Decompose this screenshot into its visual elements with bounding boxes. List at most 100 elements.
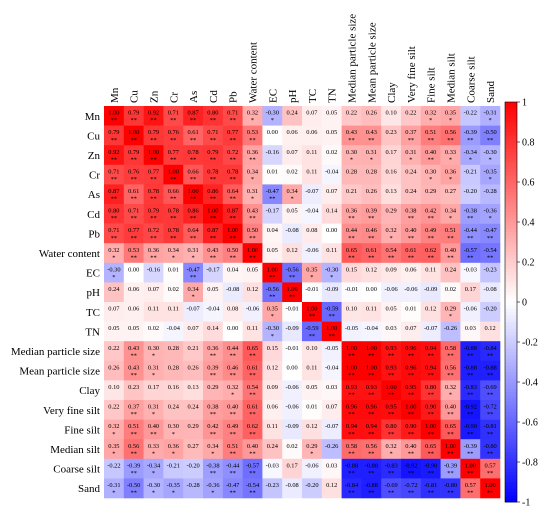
cell-value-label: 0.16: [386, 168, 397, 175]
heatmap-cell: [242, 341, 263, 362]
heatmap-cell: [460, 145, 481, 166]
cell-value-label: 0.71: [227, 110, 238, 117]
heatmap-cell: [163, 400, 184, 420]
heatmap-cell: [401, 223, 422, 244]
significance-mark: **: [131, 196, 137, 203]
heatmap-cell: [163, 145, 184, 166]
significance-mark: **: [447, 352, 453, 359]
heatmap-cell: [302, 419, 323, 440]
significance-mark: *: [152, 490, 155, 497]
heatmap-cell: [321, 282, 342, 303]
cell-value-label: 0.62: [247, 423, 258, 430]
significance-mark: *: [429, 117, 432, 124]
heatmap-cell: [123, 262, 144, 283]
cell-value-label: 0.78: [188, 149, 199, 156]
cell-value-label: 0.13: [188, 384, 199, 391]
significance-mark: **: [230, 352, 236, 359]
cell-value-label: 0.24: [445, 266, 457, 273]
heatmap-cell: [104, 106, 125, 126]
heatmap-cell: [282, 164, 303, 185]
heatmap-cell: [302, 125, 323, 146]
column-label: As: [188, 91, 200, 103]
significance-mark: **: [388, 470, 394, 477]
cell-value-label: 0.39: [207, 364, 218, 371]
colorbar-segment: [505, 495, 517, 500]
significance-mark: **: [368, 254, 374, 261]
cell-value-label: 0.06: [128, 306, 139, 313]
cell-value-label: 1.00: [287, 286, 298, 293]
cell-value-label: 0.93: [386, 345, 397, 352]
cell-value-label: 0.76: [128, 168, 139, 175]
cell-value-label: 0.02: [445, 286, 456, 293]
row-label: Mn: [85, 111, 101, 123]
significance-mark: **: [487, 254, 493, 261]
cell-value-label: 0.22: [108, 404, 119, 411]
cell-value-label: 0.87: [108, 188, 120, 195]
significance-mark: *: [469, 156, 472, 163]
heatmap-cell: [242, 125, 263, 146]
heatmap-cell: [104, 145, 125, 166]
cell-value-label: -0.72: [483, 404, 496, 411]
significance-mark: **: [210, 196, 216, 203]
cell-value-label: 0.40: [445, 247, 456, 254]
heatmap-cell: [321, 419, 342, 440]
significance-mark: **: [428, 372, 434, 379]
cell-value-label: 0.78: [168, 227, 179, 234]
heatmap-cell: [222, 125, 243, 146]
colorbar-segment: [505, 145, 517, 150]
heatmap-cell: [282, 262, 303, 283]
significance-mark: **: [249, 490, 255, 497]
heatmap-cell: [341, 262, 362, 283]
colorbar-segment: [505, 282, 517, 286]
cell-value-label: 0.16: [168, 384, 179, 391]
colorbar-segment: [505, 215, 517, 220]
colorbar-segment: [505, 445, 517, 450]
cell-value-label: -0.57: [246, 462, 260, 469]
heatmap-cell: [381, 223, 402, 244]
significance-mark: **: [467, 411, 473, 418]
heatmap-cell: [420, 400, 441, 420]
cell-value-label: 0.65: [425, 443, 436, 450]
significance-mark: **: [230, 431, 236, 438]
colorbar-segment: [505, 458, 517, 463]
colorbar-segment: [505, 175, 517, 180]
significance-mark: *: [330, 274, 333, 281]
significance-mark: **: [467, 254, 473, 261]
heatmap-cell: [222, 223, 243, 244]
cell-value-label: 0.58: [346, 443, 357, 450]
cell-value-label: 1.00: [366, 345, 377, 352]
colorbar-tick-label: 0.8: [522, 138, 535, 149]
cell-value-label: -0.08: [285, 482, 298, 489]
cell-value-label: -0.21: [464, 168, 477, 175]
cell-value-label: 0.43: [346, 129, 357, 136]
colorbar-segment: [505, 378, 517, 383]
cell-value-label: 0.22: [346, 110, 357, 117]
cell-value-label: -0.39: [464, 443, 477, 450]
significance-mark: **: [428, 352, 434, 359]
colorbar-segment: [505, 165, 517, 170]
heatmap-cell: [480, 262, 501, 283]
colorbar-segment: [505, 375, 517, 380]
cell-value-label: -0.09: [325, 286, 338, 293]
cell-value-label: -0.80: [483, 443, 496, 450]
heatmap-cell: [222, 164, 243, 185]
heatmap-cell: [401, 439, 422, 460]
colorbar-segment: [505, 308, 517, 313]
heatmap-cell: [420, 419, 441, 440]
cell-value-label: 0.86: [188, 208, 199, 215]
colorbar-segment: [505, 108, 517, 113]
cell-value-label: 0.05: [326, 110, 337, 117]
heatmap-cell: [262, 145, 283, 166]
cell-value-label: -0.07: [325, 423, 339, 430]
cell-value-label: 0.31: [247, 188, 258, 195]
heatmap-cell: [302, 478, 323, 499]
heatmap-cell: [341, 184, 362, 205]
cell-value-label: 0.03: [326, 384, 337, 391]
cell-value-label: -0.23: [483, 266, 496, 273]
heatmap-cell: [282, 106, 303, 126]
heatmap-cell: [104, 164, 125, 185]
cell-value-label: 0.62: [425, 247, 436, 254]
significance-mark: **: [309, 333, 315, 340]
cell-value-label: 0.79: [128, 149, 139, 156]
heatmap-cell: [480, 419, 501, 440]
